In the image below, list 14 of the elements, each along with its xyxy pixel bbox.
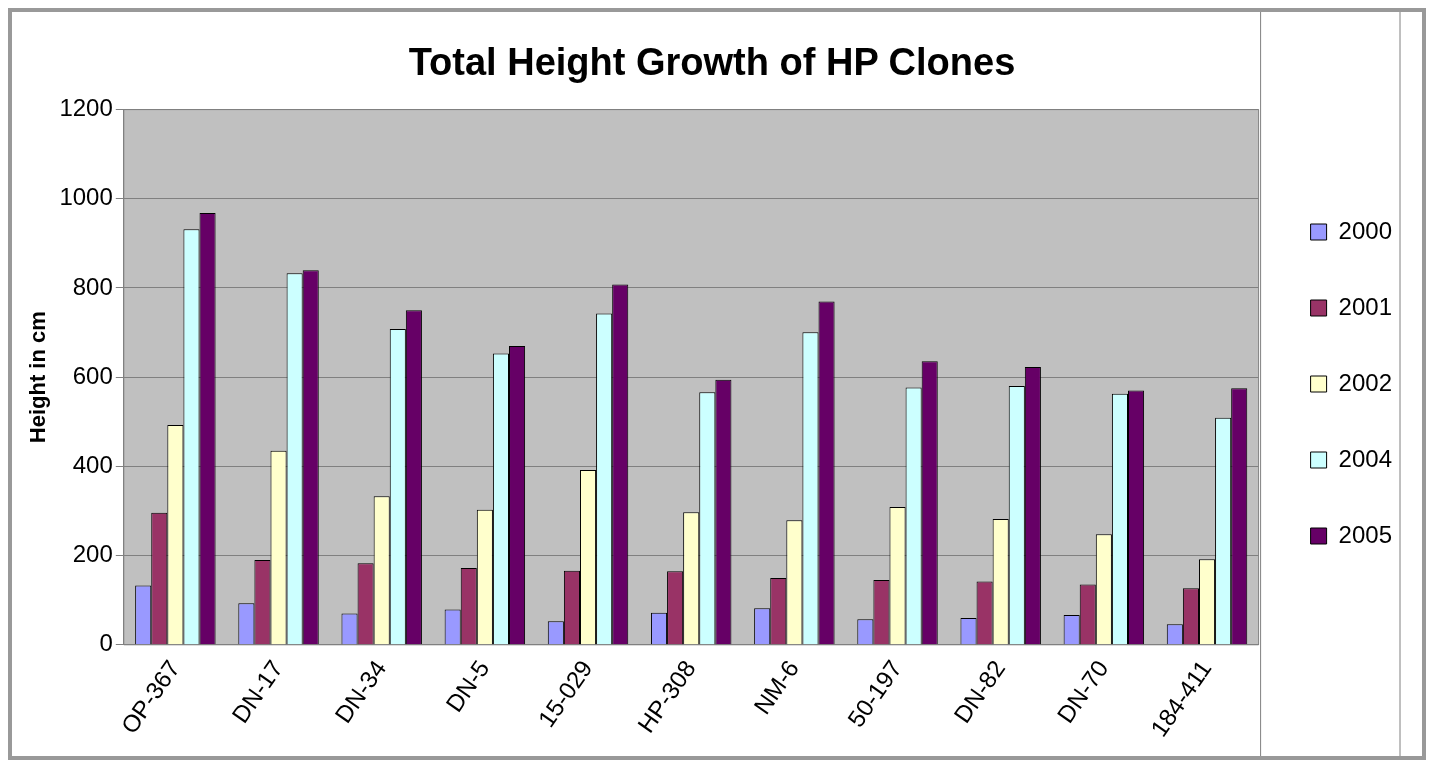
y-tick-label: 1000: [59, 183, 113, 211]
y-tick-label: 0: [99, 629, 113, 657]
y-axis-title: Height in cm: [25, 311, 51, 444]
legend-label: 2004: [1338, 444, 1392, 472]
y-tick-label: 600: [72, 361, 113, 389]
legend-label: 2005: [1338, 520, 1392, 548]
y-tick-label: 800: [72, 272, 113, 300]
legend-label: 2000: [1338, 216, 1392, 244]
y-tick-label: 400: [72, 451, 113, 479]
y-tick-label: 1200: [59, 94, 113, 122]
legend-label: 2002: [1338, 368, 1392, 396]
chart-title: Total Height Growth of HP Clones: [408, 41, 1016, 84]
legend-label: 2001: [1338, 292, 1392, 320]
y-tick-label: 200: [72, 540, 113, 568]
